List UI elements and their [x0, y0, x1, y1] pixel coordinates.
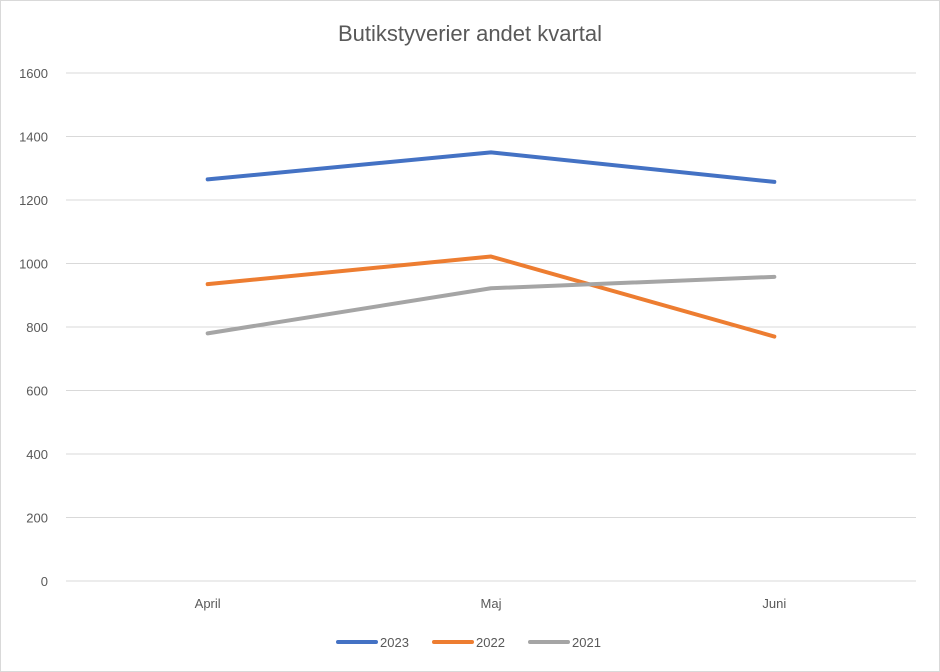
- x-tick-label: Juni: [762, 596, 786, 611]
- legend-item-2023: 2023: [336, 635, 409, 650]
- series-group: [205, 150, 777, 339]
- x-tick-label: Maj: [481, 596, 502, 611]
- series-line-2022: [205, 254, 777, 339]
- x-axis: April Maj Juni: [195, 596, 787, 611]
- y-tick-label: 200: [26, 511, 48, 526]
- series-line-2021: [205, 274, 777, 336]
- y-tick-label: 1600: [19, 66, 48, 81]
- legend-label: 2021: [572, 635, 601, 650]
- gridlines: [66, 72, 916, 582]
- chart-title: Butikstyverier andet kvartal: [338, 21, 602, 46]
- legend-item-2021: 2021: [528, 635, 601, 650]
- y-tick-label: 1200: [19, 193, 48, 208]
- y-tick-label: 400: [26, 447, 48, 462]
- x-tick-label: April: [195, 596, 221, 611]
- y-tick-label: 0: [41, 574, 48, 589]
- legend-item-2022: 2022: [432, 635, 505, 650]
- y-tick-label: 800: [26, 320, 48, 335]
- legend-label: 2023: [380, 635, 409, 650]
- series-line-2023: [205, 150, 777, 184]
- y-tick-label: 600: [26, 384, 48, 399]
- y-tick-label: 1000: [19, 257, 48, 272]
- y-axis: 0 200 400 600 800 1000 1200 1400 1600: [19, 66, 48, 589]
- legend: 2023 2022 2021: [336, 635, 601, 650]
- legend-label: 2022: [476, 635, 505, 650]
- y-tick-label: 1400: [19, 130, 48, 145]
